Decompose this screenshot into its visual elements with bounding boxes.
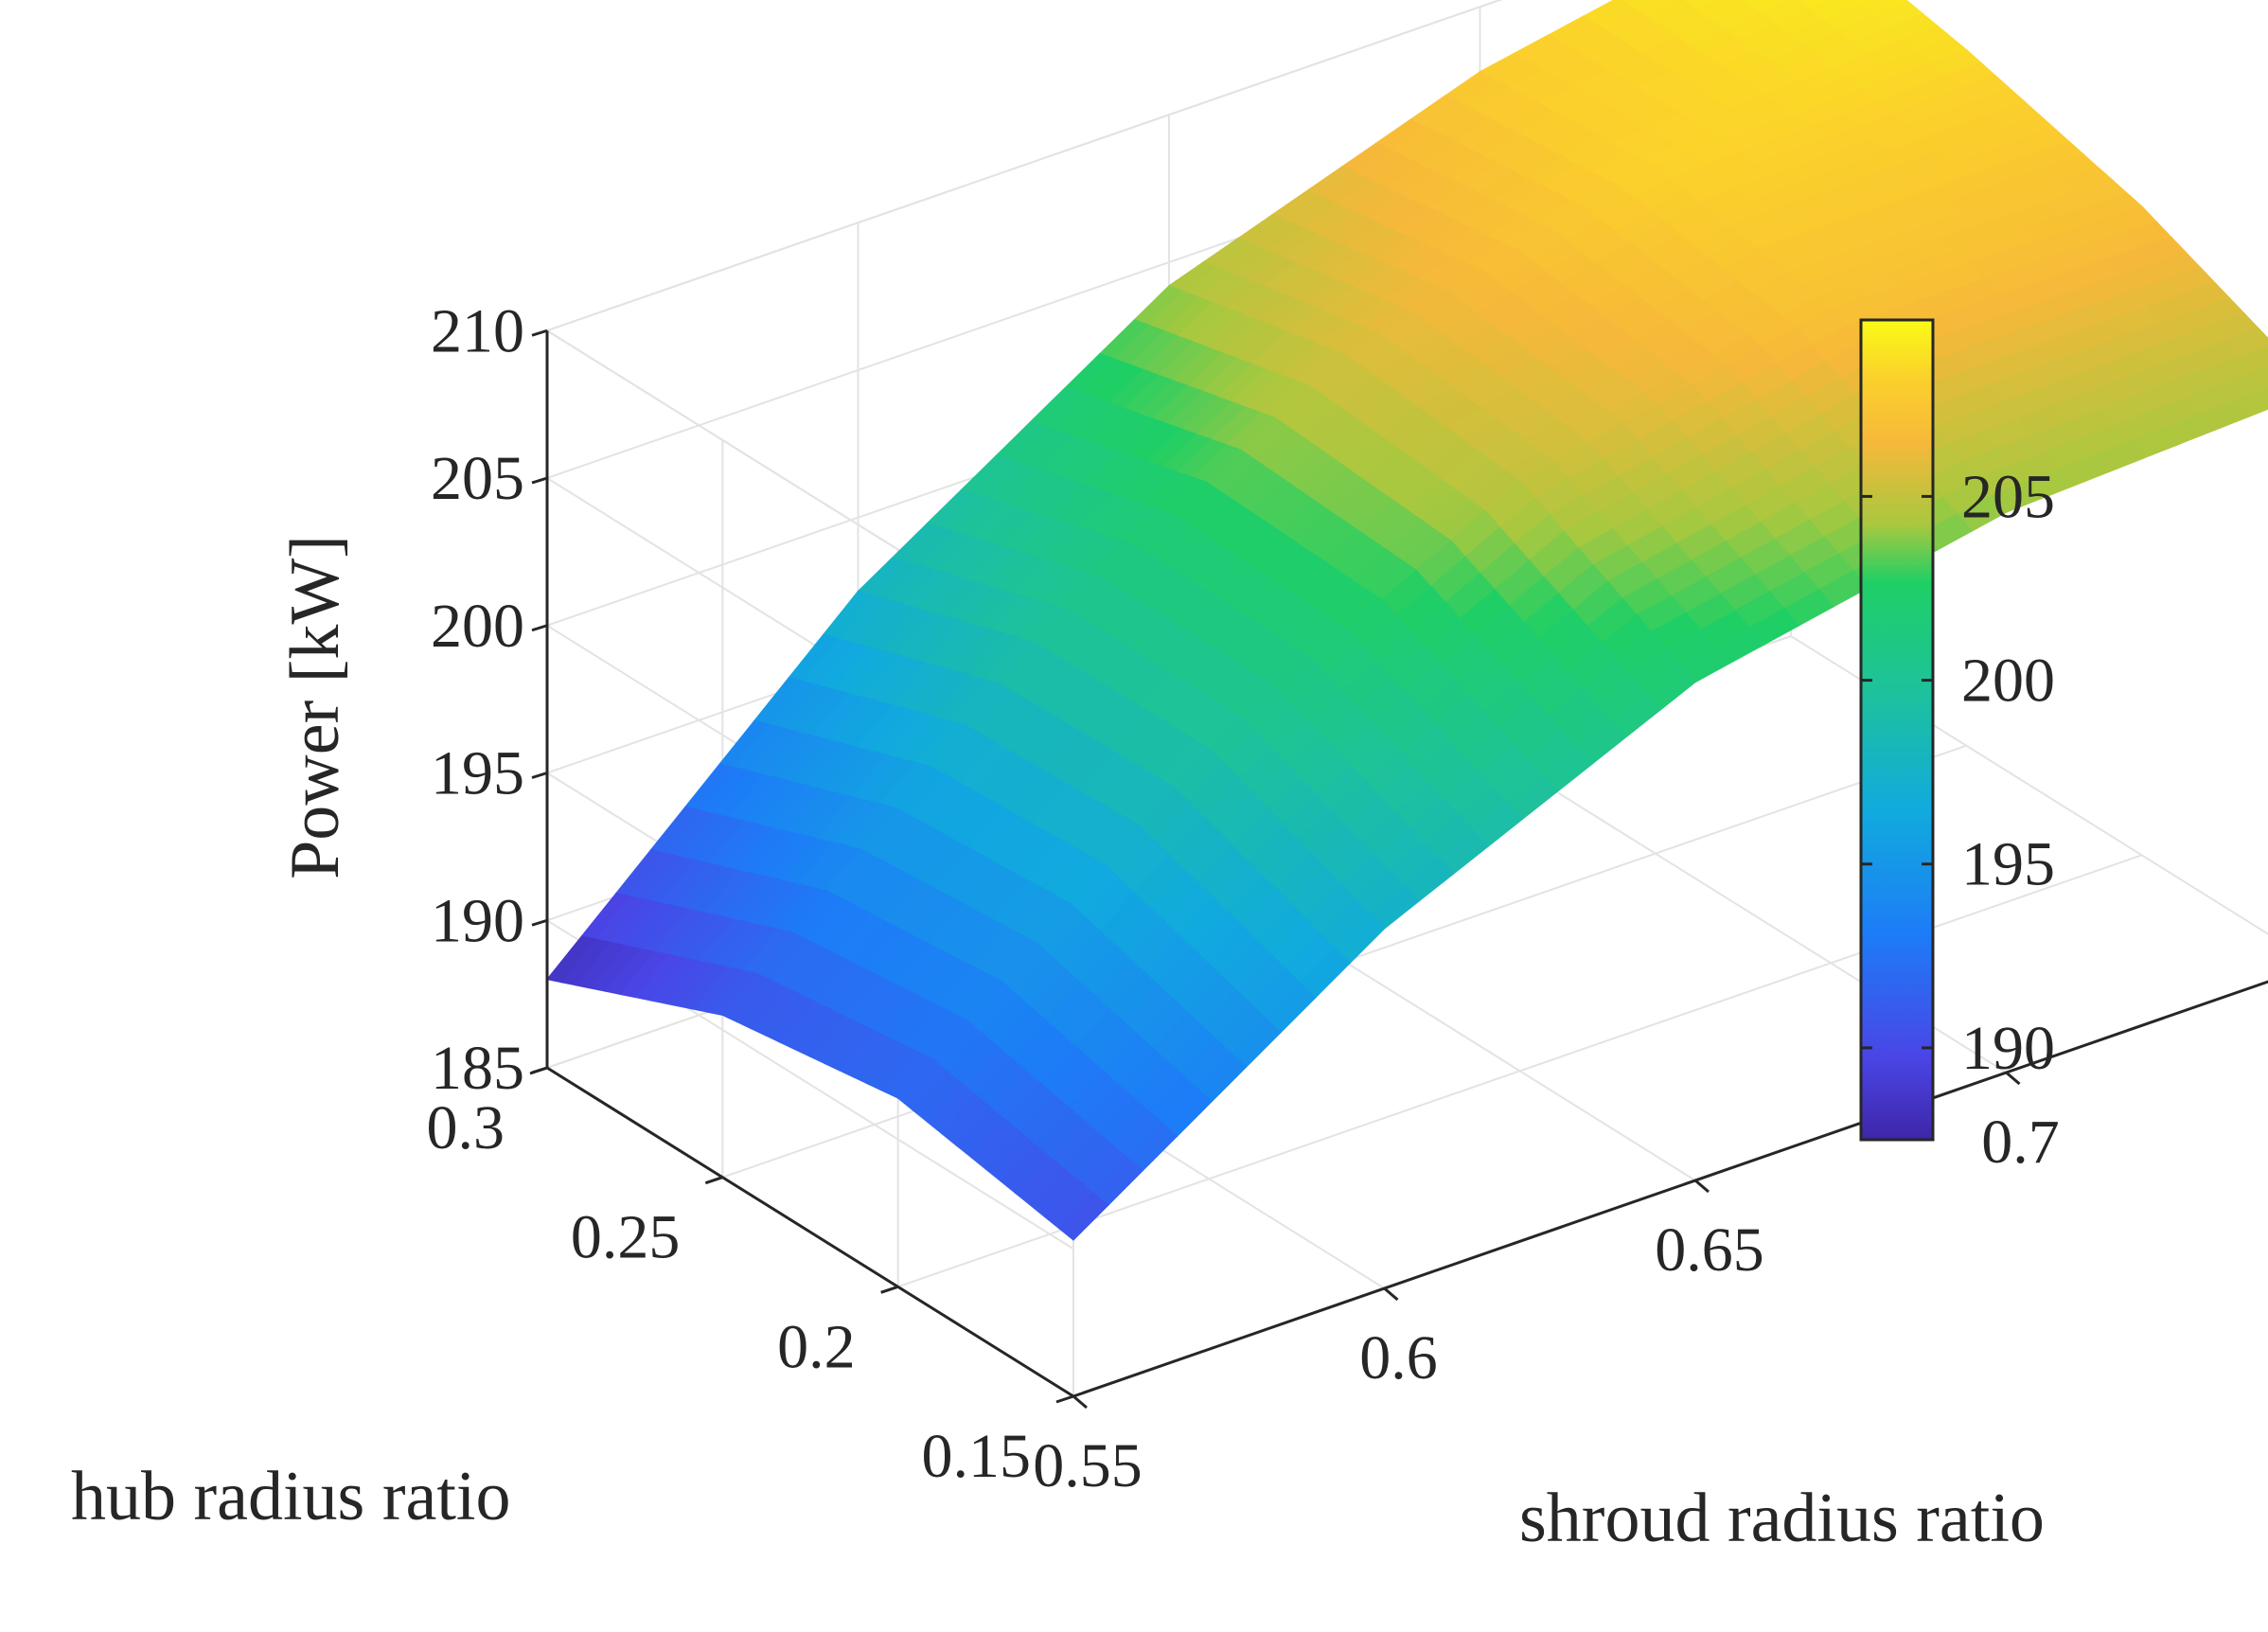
y-tick-label: 0.7 [1981,1108,2060,1177]
x-tick-label: 0.25 [571,1203,681,1272]
y-tick-mark [1694,1179,1710,1194]
surface-patch [1057,1192,1109,1241]
colorbar: 190 195 200 205 [1859,318,2055,1142]
z-tick-label: 190 [431,886,524,955]
z-tick-label: 205 [431,444,524,513]
z-tick-label: 185 [431,1034,524,1103]
y-tick-mark [1383,1286,1399,1302]
colorbar-tick-label: 205 [1961,462,2055,531]
z-tick-mark [531,624,548,632]
power-surface [545,0,2268,1241]
axes: 185 190 195 200 205 210 0.15 0.2 0.25 0.3 0.55 0.6 0… [427,296,2268,1500]
z-tick-label: 195 [431,739,524,808]
x-tick-label: 0.15 [922,1422,1032,1491]
z-axis-label: Power [kW] [276,535,354,879]
y-tick-mark [1072,1394,1088,1410]
y-axis-label: shroud radius ratio [1519,1480,2045,1557]
colorbar-tick-label: 195 [1961,830,2055,899]
surface-patch [1852,0,1871,6]
colorbar-ticks: 190 195 200 205 [1861,462,2055,1083]
y-tick-label: 0.6 [1359,1323,1438,1393]
y-tick-label: 0.55 [1033,1431,1143,1500]
x-axis-label: hub radius ratio [71,1458,510,1535]
colorbar-tick-label: 190 [1961,1014,2055,1083]
y-tick-label: 0.65 [1655,1215,1764,1285]
z-tick-mark [531,328,548,337]
z-tick-mark [531,772,548,779]
x-axis-line [546,1066,1074,1398]
z-tick-label: 210 [431,296,524,365]
colorbar-tick-label: 200 [1961,647,2055,716]
x-tick-mark [704,1176,723,1185]
x-tick-mark [880,1285,899,1294]
y-tick-mark [2005,1071,2021,1086]
x-tick-mark [1055,1394,1074,1404]
colorbar-scale [1859,318,1935,1142]
z-tick-mark [531,918,548,927]
box-edge [546,0,1503,332]
x-tick-label: 0.2 [777,1312,856,1381]
z-tick-mark [531,476,548,485]
x-tick-mark [529,1066,548,1075]
x-tick-label: 0.3 [427,1093,505,1162]
z-tick-label: 200 [431,592,524,661]
